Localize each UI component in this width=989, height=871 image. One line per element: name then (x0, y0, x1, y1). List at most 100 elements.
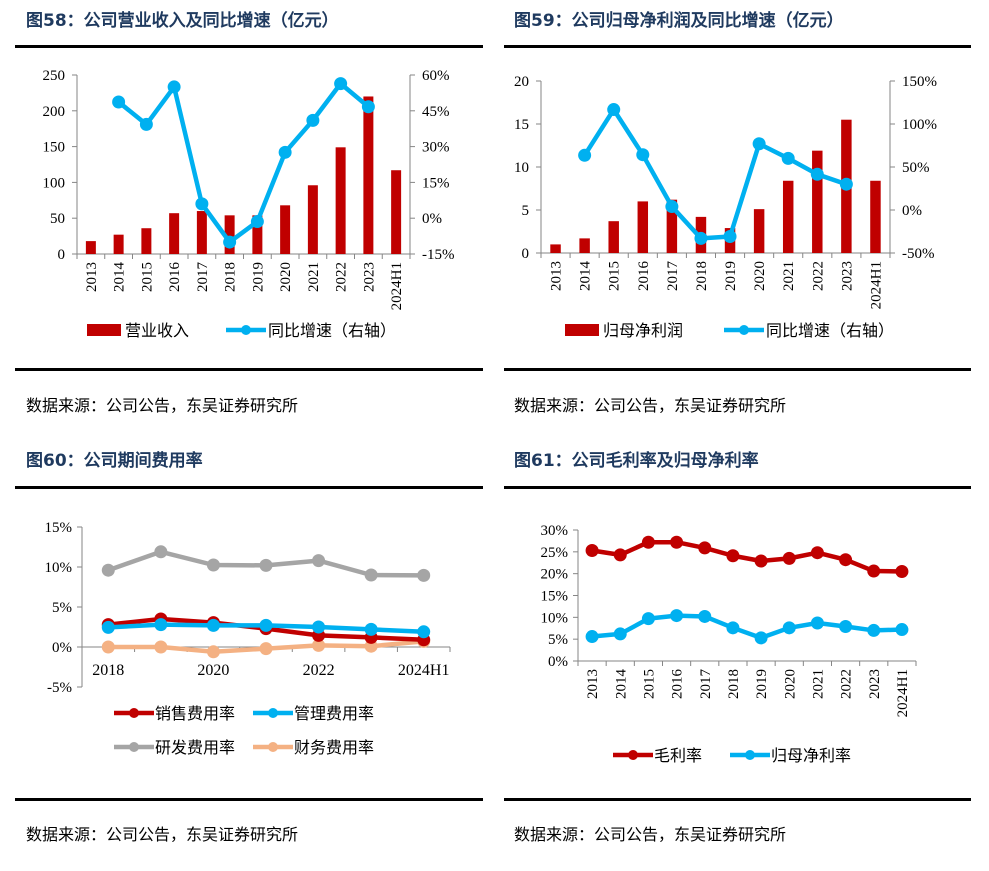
series-point-1 (670, 535, 684, 549)
legend-label-2: 归母净利率 (771, 746, 851, 765)
legend-label-4: 财务费用率 (294, 738, 374, 757)
figure-60-top-rule (15, 486, 483, 489)
y-axis-tick-label: -5% (47, 680, 72, 696)
x-axis-tick-label: 2013 (84, 262, 100, 292)
x-axis-tick-label: 2017 (665, 261, 681, 292)
bar (169, 213, 180, 254)
growth-point (223, 235, 237, 249)
figure-60-chart: -5% 0% 5% 10% 15% 2018 2020 2022 2024H1 销售费用率 管理费用… (45, 520, 451, 757)
series-point-4 (101, 640, 115, 654)
series-point-1 (782, 551, 796, 565)
bar (363, 96, 374, 254)
left-axis-tick-label: 10 (514, 160, 529, 176)
legend-marker-4 (268, 742, 278, 752)
series-point-2 (417, 625, 431, 639)
series-point-3 (206, 558, 220, 572)
left-axis-tick-label: 5 (522, 203, 530, 219)
bar (280, 205, 291, 254)
legend-bar-swatch (565, 324, 599, 336)
legend-label-1: 毛利率 (654, 746, 702, 765)
bar (391, 170, 402, 254)
left-axis-tick-label: 200 (43, 104, 66, 120)
x-axis-tick-label: 2020 (782, 669, 798, 699)
x-axis-tick-label: 2024H1 (398, 662, 450, 679)
right-axis-tick-label: -50% (902, 246, 935, 262)
series-point-2 (312, 620, 326, 634)
x-axis-tick-label: 2015 (641, 669, 657, 699)
growth-point (361, 100, 375, 114)
x-axis-tick-label: 2021 (781, 261, 797, 291)
x-axis-tick-label: 2017 (195, 262, 211, 293)
figure-58-source: 数据来源：公司公告，东吴证券研究所 (26, 396, 299, 415)
bar (608, 221, 619, 253)
x-axis-tick-label: 2018 (726, 669, 742, 699)
y-axis-tick-label: 10% (541, 610, 569, 626)
bar (113, 234, 124, 254)
figure-60-source: 数据来源：公司公告，东吴证券研究所 (26, 825, 299, 844)
growth-point (839, 177, 853, 191)
bar (85, 241, 96, 254)
bar (224, 215, 235, 254)
bar (550, 244, 561, 253)
figure-59-title: 图59：公司归母净利润及同比增速（亿元） (514, 11, 844, 31)
series-point-4 (259, 642, 273, 656)
series-point-2 (364, 622, 378, 636)
left-axis-tick-label: 20 (514, 74, 529, 90)
bar (252, 215, 263, 254)
figure-59-bottom-rule (504, 368, 971, 371)
figure-61-title: 图61：公司毛利率及归母净利率 (514, 451, 759, 471)
figure-61-bottom-rule (504, 798, 971, 801)
legend-line-marker (241, 325, 251, 335)
series-point-2 (101, 620, 115, 634)
growth-point (607, 103, 621, 117)
series-point-1 (613, 548, 627, 562)
series-point-2 (670, 609, 684, 623)
series-point-2 (206, 618, 220, 632)
legend-label-3: 研发费用率 (155, 738, 235, 757)
legend-bar-swatch (87, 324, 121, 336)
legend-label-1: 销售费用率 (155, 704, 235, 723)
series-point-4 (312, 638, 326, 652)
bar (141, 228, 152, 254)
figure-60-panel: 图60：公司期间费用率 -5% 0% 5% 10% 15% 2018 2020 2022 202… (0, 440, 494, 871)
series-point-2 (895, 623, 909, 637)
x-axis-tick-label: 2014 (578, 261, 594, 292)
left-axis-tick-label: 50 (50, 211, 65, 227)
legend-marker-2 (745, 750, 755, 760)
x-axis-tick-label: 2020 (278, 262, 294, 292)
series-point-1 (895, 564, 909, 578)
legend-marker-1 (129, 708, 139, 718)
figure-61-chart: 0% 5% 10% 15% 20% 25% 30% 2013 2014 2015 2016 2017 2… (541, 523, 917, 765)
right-axis-tick-label: -15% (422, 247, 455, 263)
figure-58-top-rule (15, 45, 483, 48)
series-point-2 (641, 612, 655, 626)
growth-point (752, 137, 766, 151)
legend-label-2: 管理费用率 (294, 704, 374, 723)
series-point-3 (417, 568, 431, 582)
x-axis-tick-label: 2023 (839, 261, 855, 291)
legend-bar-label: 营业收入 (125, 321, 189, 340)
growth-point (195, 197, 209, 211)
x-axis-tick-label: 2020 (197, 662, 229, 679)
series-point-2 (259, 618, 273, 632)
series-point-4 (206, 645, 220, 659)
x-axis-tick-label: 2016 (670, 669, 686, 700)
series-point-4 (154, 640, 168, 654)
figure-58-bottom-rule (15, 368, 483, 371)
series-point-2 (810, 616, 824, 630)
series-point-1 (698, 541, 712, 555)
series-point-1 (810, 546, 824, 560)
growth-point (334, 77, 348, 91)
bar (335, 147, 346, 254)
x-axis-tick-label: 2017 (698, 669, 714, 700)
x-axis-tick-label: 2013 (549, 261, 565, 291)
y-axis-tick-label: 10% (45, 560, 73, 576)
series-point-1 (641, 535, 655, 549)
figure-58-panel: 图58：公司营业收入及同比增速（亿元） 0 50 100 150 200 250 -15% 0… (0, 0, 494, 431)
y-axis-tick-label: 15% (45, 520, 73, 536)
growth-point (665, 200, 679, 214)
x-axis-tick-label: 2022 (839, 669, 855, 699)
y-axis-tick-label: 5% (548, 632, 568, 648)
x-axis-tick-label: 2015 (139, 262, 155, 292)
growth-point (306, 113, 320, 127)
